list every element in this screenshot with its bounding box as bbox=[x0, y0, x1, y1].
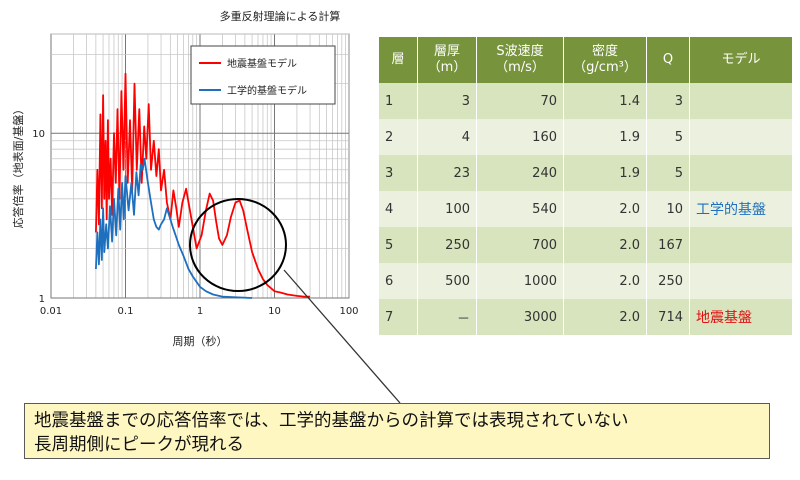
col-header-layer: 層 bbox=[379, 37, 418, 83]
legend: 地震基盤モデル 工学的基盤モデル bbox=[190, 45, 336, 105]
model-label-engineering-bedrock: 工学的基盤 bbox=[689, 191, 793, 227]
col-header-q: Q bbox=[646, 37, 690, 83]
table-row: 6 500 1000 2.0 250 bbox=[379, 263, 793, 299]
x-axis-title: 周期（秒） bbox=[173, 334, 228, 348]
series-group bbox=[95, 72, 310, 299]
highlight-ellipse bbox=[189, 198, 287, 292]
series-line-seismic-bedrock bbox=[95, 72, 310, 298]
table-row: 2 4 160 1.9 5 bbox=[379, 119, 793, 155]
model-label-seismic-bedrock: 地震基盤 bbox=[689, 299, 793, 335]
x-tick-label: 0.1 bbox=[118, 306, 134, 317]
x-tick-label: 1 bbox=[197, 306, 203, 317]
col-header-density: 密度 （g/cm³） bbox=[563, 37, 647, 83]
col-header-vs: S波速度 （m/s） bbox=[476, 37, 564, 83]
callout-pointer bbox=[283, 269, 401, 404]
soil-layer-table: 層 層厚 （m） S波速度 （m/s） 密度 （g/cm³） Q モデル 1 3 70… bbox=[379, 37, 793, 335]
y-tick-label: 1 bbox=[39, 294, 45, 305]
table-header-row: 層 層厚 （m） S波速度 （m/s） 密度 （g/cm³） Q モデル bbox=[379, 37, 793, 83]
table-row: 1 3 70 1.4 3 bbox=[379, 83, 793, 119]
legend-label-red: 地震基盤モデル bbox=[227, 57, 297, 70]
y-tick-label: 10 bbox=[32, 129, 45, 140]
chart-title: 多重反射理論による計算 bbox=[220, 9, 341, 23]
legend-label-blue: 工学的基盤モデル bbox=[227, 84, 307, 97]
table-row: 7 － 3000 2.0 714 地震基盤 bbox=[379, 299, 793, 335]
table-row: 5 250 700 2.0 167 bbox=[379, 227, 793, 263]
y-axis-title: 応答倍率（地表面/基盤） bbox=[11, 104, 25, 229]
x-tick-label: 10 bbox=[268, 306, 281, 317]
col-header-model: モデル bbox=[689, 37, 793, 83]
x-tick-label: 0.01 bbox=[40, 306, 62, 317]
col-header-thickness: 層厚 （m） bbox=[417, 37, 477, 83]
tick-labels: 0.01 0.1 1 10 100 1 10 bbox=[32, 129, 358, 317]
table-row: 4 100 540 2.0 10 工学的基盤 bbox=[379, 191, 793, 227]
table-row: 3 23 240 1.9 5 bbox=[379, 155, 793, 191]
x-tick-label: 100 bbox=[339, 306, 358, 317]
series-line-engineering-bedrock bbox=[95, 157, 253, 299]
legend-box bbox=[190, 45, 336, 105]
callout-note: 地震基盤までの応答倍率では、工学的基盤からの計算では表現されていない 長周期側に… bbox=[24, 403, 770, 459]
